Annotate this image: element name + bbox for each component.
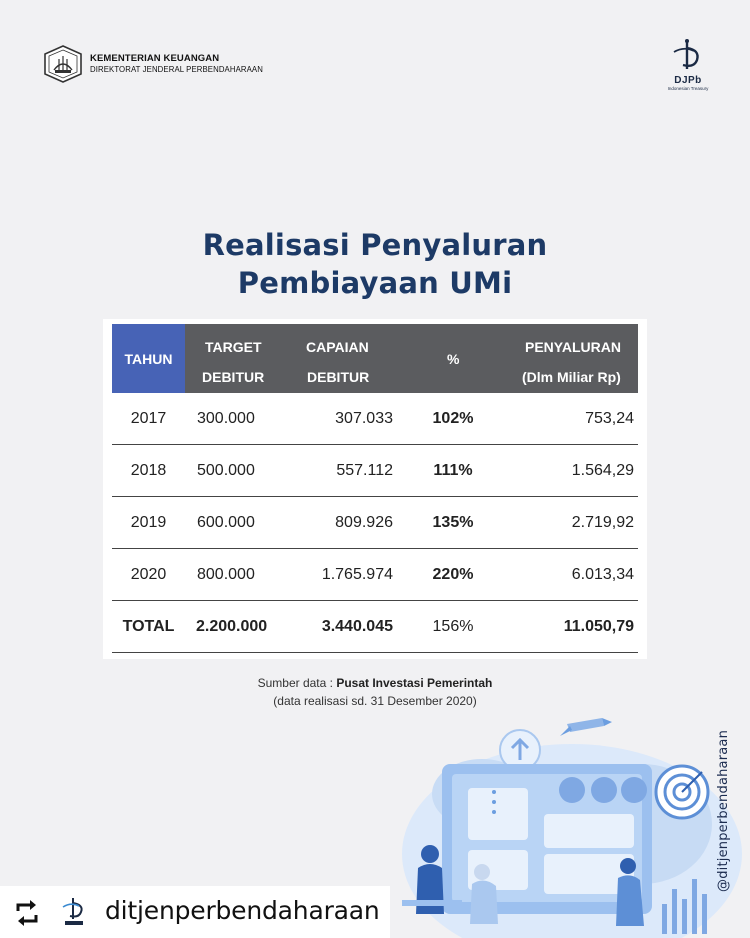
table-row: 2019 600.000 809.926 135% 2.719,92 (112, 497, 638, 549)
cell-penyaluran: 2.719,92 (571, 514, 634, 531)
cell-target: 300.000 (197, 410, 255, 427)
cell-tahun: 2017 (130, 410, 167, 427)
directorate-name: DIREKTORAT JENDERAL PERBENDAHARAAN (90, 65, 263, 74)
table-row: 2017 300.000 307.033 102% 753,24 (112, 393, 638, 445)
title-line-1: Realisasi Penyaluran (202, 228, 548, 262)
djpb-logo: DJPb Indonesian Treasury (662, 38, 714, 91)
cell-total-label: TOTAL (122, 618, 175, 635)
cell-target: 500.000 (197, 462, 255, 479)
data-table: TAHUN TARGET DEBITUR CAPAIAN DEBITUR % P… (103, 319, 647, 659)
cell-percent: 135% (432, 514, 474, 531)
bar-chart-icon (662, 879, 707, 934)
cell-capaian: 557.112 (336, 462, 393, 479)
djpb-avatar-icon[interactable] (59, 895, 89, 929)
ministry-name: KEMENTERIAN KEUANGAN (90, 53, 220, 64)
cell-percent: 220% (432, 566, 474, 583)
cell-total-capaian: 3.440.045 (321, 618, 393, 635)
source-name: Pusat Investasi Pemerintah (336, 676, 493, 690)
cell-penyaluran: 6.013,34 (571, 566, 634, 583)
people-figures (402, 845, 644, 926)
side-handle: @ditjenperbendaharaan (716, 729, 731, 892)
header-penyaluran-1: PENYALURAN (525, 339, 621, 355)
djpb-name: DJPb (674, 75, 702, 86)
table-total-row: TOTAL 2.200.000 3.440.045 156% 11.050,79 (112, 601, 638, 653)
cell-total-penyaluran: 11.050,79 (563, 618, 634, 635)
header-percent: % (447, 351, 460, 367)
page-title: Realisasi Penyaluran Pembiayaan UMi (0, 226, 750, 302)
repost-username[interactable]: ditjenperbendaharaan (105, 896, 380, 925)
header-capaian-2: DEBITUR (307, 369, 370, 385)
header-target-1: TARGET (205, 339, 262, 355)
cell-target: 800.000 (197, 566, 255, 583)
cell-target: 600.000 (197, 514, 255, 531)
cell-penyaluran: 1.564,29 (571, 462, 634, 479)
source-note: Sumber data : Pusat Investasi Pemerintah… (0, 674, 750, 710)
table-row: 2020 800.000 1.765.974 220% 6.013,34 (112, 549, 638, 601)
source-label: Sumber data : (257, 676, 337, 690)
header-tahun: TAHUN (112, 324, 185, 393)
table-header: TAHUN TARGET DEBITUR CAPAIAN DEBITUR % P… (112, 324, 638, 393)
cell-penyaluran: 753,24 (585, 410, 634, 427)
cell-percent: 111% (433, 462, 473, 479)
cell-total-target: 2.200.000 (196, 618, 268, 635)
ministry-header: KEMENTERIAN KEUANGAN DIREKTORAT JENDERAL… (42, 44, 263, 84)
cell-percent: 102% (432, 410, 474, 427)
repost-bar: ditjenperbendaharaan (0, 886, 390, 938)
cell-capaian: 809.926 (335, 514, 393, 531)
cell-total-percent: 156% (432, 618, 474, 635)
rocket-icon (560, 718, 612, 736)
repost-icon[interactable] (12, 899, 42, 927)
header-target-2: DEBITUR (202, 369, 265, 385)
cell-tahun: 2019 (130, 514, 167, 531)
table-row: 2018 500.000 557.112 111% 1.564,29 (112, 445, 638, 497)
cell-capaian: 307.033 (335, 410, 393, 427)
source-date-note: (data realisasi sd. 31 Desember 2020) (273, 694, 477, 708)
cell-tahun: 2020 (130, 566, 167, 583)
illustration-graphic (402, 718, 742, 938)
header-penyaluran-2: (Dlm Miliar Rp) (522, 369, 621, 385)
djpb-tagline: Indonesian Treasury (667, 86, 709, 91)
cell-capaian: 1.765.974 (321, 566, 393, 583)
header-capaian-1: CAPAIAN (306, 339, 369, 355)
target-icon (654, 764, 710, 820)
cell-tahun: 2018 (130, 462, 167, 479)
title-line-2: Pembiayaan UMi (237, 266, 513, 300)
kemenkeu-emblem-icon (44, 45, 82, 83)
djpb-logo-icon (673, 39, 699, 69)
